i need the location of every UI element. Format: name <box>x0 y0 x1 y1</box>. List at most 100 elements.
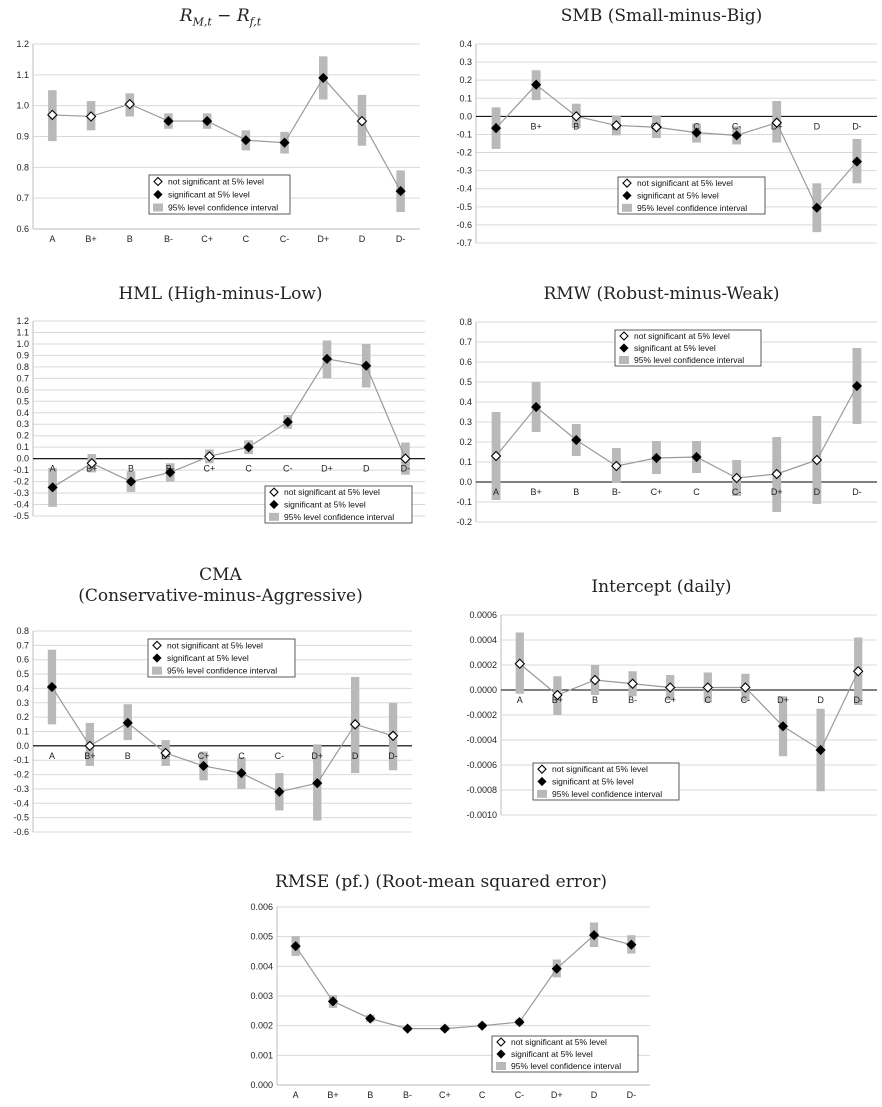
x-tick-label: D- <box>388 751 398 761</box>
y-tick-label: 0.3 <box>16 419 29 429</box>
legend: not significant at 5% level significant a… <box>264 485 413 524</box>
panel-rmse: RMSE (pf.) (Root-mean squared error) 0.0… <box>190 862 692 1107</box>
chart-title: RMSE (pf.) (Root-mean squared error) <box>275 872 607 892</box>
x-tick-label: C <box>245 464 252 474</box>
data-point-not-significant <box>490 450 502 462</box>
x-tick-label: D- <box>852 121 862 131</box>
x-tick-label: B <box>367 1090 373 1100</box>
legend: not significant at 5% level significant a… <box>532 762 680 801</box>
series-line <box>52 76 402 192</box>
x-tick-label: B- <box>612 487 621 497</box>
data-point-significant <box>815 744 826 756</box>
data-point-significant <box>165 467 176 478</box>
legend-marker <box>152 640 162 651</box>
x-tick-label: B+ <box>85 234 96 244</box>
x-tick-label: C <box>479 1090 486 1100</box>
x-tick-label: C- <box>280 234 290 244</box>
legend-box <box>148 174 291 215</box>
x-tick-label: C+ <box>201 234 213 244</box>
y-tick-label: 1.1 <box>16 327 29 337</box>
x-tick-label: C+ <box>439 1090 451 1100</box>
chart-title: HML (High-minus-Low) <box>118 284 323 304</box>
legend-marker <box>269 487 279 497</box>
data-point-significant <box>122 717 133 728</box>
data-point-significant <box>651 452 662 464</box>
y-tick-label: -0.2 <box>13 770 29 780</box>
x-tick-label: B+ <box>84 751 95 761</box>
y-tick-label: 0.3 <box>459 57 472 67</box>
data-point-significant <box>731 130 742 141</box>
y-tick-label: 0.2 <box>459 75 472 85</box>
panel-market-excess: RM,t − Rf,t 0.6 0.7 0.8 0.9 1.0 1.1 1.2 A B+ B B- C… <box>0 0 441 260</box>
data-point-significant <box>531 401 542 413</box>
y-tick-label: 0.0 <box>16 741 29 751</box>
x-tick-label: C <box>243 234 250 244</box>
data-point-not-significant <box>611 120 622 131</box>
x-tick-label: D <box>359 234 366 244</box>
data-point-significant <box>198 760 209 772</box>
y-tick-label: 0.0 <box>459 111 472 121</box>
y-tick-label: 0.9 <box>16 350 29 360</box>
y-tick-label: 0.004 <box>250 961 273 971</box>
data-point-significant <box>626 939 637 950</box>
x-tick-label: B+ <box>327 1090 338 1100</box>
legend-marker <box>153 189 163 200</box>
y-tick-label: -0.6 <box>456 220 472 230</box>
x-tick-label: A <box>493 487 499 497</box>
y-tick-label: 0.6 <box>16 224 29 234</box>
panel-cma: CMA (Conservative-minus-Aggressive) -0.6… <box>0 565 441 840</box>
data-point-not-significant <box>514 658 526 670</box>
y-tick-label: 0.5 <box>459 377 472 387</box>
legend-label: significant at 5% level <box>168 190 250 200</box>
legend-label: significant at 5% level <box>511 1049 593 1059</box>
x-tick-label: D- <box>853 695 863 705</box>
y-tick-label: 0.7 <box>459 337 472 347</box>
x-tick-label: C <box>238 751 245 761</box>
legend-label: not significant at 5% level <box>637 178 733 188</box>
data-point-not-significant <box>570 111 582 122</box>
chart-title-line-1: CMA <box>199 565 242 585</box>
x-tick-label: D+ <box>777 695 789 705</box>
x-tick-label: C- <box>741 695 751 705</box>
x-tick-label: C- <box>283 464 293 474</box>
chart-rmse: 0.000 0.001 0.002 0.003 0.004 0.005 0.006 A B+ B B… <box>250 902 650 1100</box>
y-tick-label: 0.005 <box>250 932 273 942</box>
x-tick-label: C- <box>515 1090 525 1100</box>
y-tick-label: -0.4 <box>456 184 472 194</box>
legend-marker <box>269 499 279 510</box>
y-tick-label: 0.4 <box>459 397 472 407</box>
y-tick-label: -0.1 <box>13 755 29 765</box>
x-tick-label: C+ <box>664 695 676 705</box>
x-tick-label: B <box>573 121 579 131</box>
legend-marker <box>622 190 632 201</box>
legend-box <box>532 762 680 801</box>
legend-marker <box>496 1049 506 1059</box>
x-tick-label: B+ <box>531 487 542 497</box>
x-tick-label: C <box>693 121 700 131</box>
legend-label: significant at 5% level <box>167 653 249 663</box>
x-tick-label: C <box>705 695 712 705</box>
chart-cma: -0.6 -0.5 -0.4 -0.3 -0.2 -0.1 0.0 0.1 0.2 0.3 0.4 0… <box>13 626 412 837</box>
chart-title: RM,t − Rf,t <box>179 6 262 29</box>
y-tick-label: -0.0002 <box>466 710 497 720</box>
data-point-significant <box>202 116 213 127</box>
x-tick-label: A <box>517 695 523 705</box>
y-tick-label: 0.2 <box>16 712 29 722</box>
chart-intercept: -0.0010 -0.0008 -0.0006 -0.0004 -0.0002 0.000… <box>466 610 877 820</box>
data-point-not-significant <box>204 451 215 462</box>
legend: not significant at 5% level significant a… <box>614 329 762 367</box>
data-point-not-significant <box>124 98 136 110</box>
data-point-not-significant <box>627 678 638 690</box>
x-tick-label: D <box>363 464 370 474</box>
x-tick-label: C+ <box>204 464 216 474</box>
x-tick-label: B- <box>628 695 637 705</box>
data-point-significant <box>531 79 542 90</box>
y-tick-label: 0.006 <box>250 902 273 912</box>
data-point-not-significant <box>731 472 742 484</box>
x-tick-label: D- <box>401 464 411 474</box>
x-tick-label: C <box>693 487 700 497</box>
chart-title: SMB (Small-minus-Big) <box>560 6 763 26</box>
data-point-not-significant <box>702 682 714 693</box>
data-point-significant <box>243 442 254 453</box>
data-point-not-significant <box>664 682 676 693</box>
